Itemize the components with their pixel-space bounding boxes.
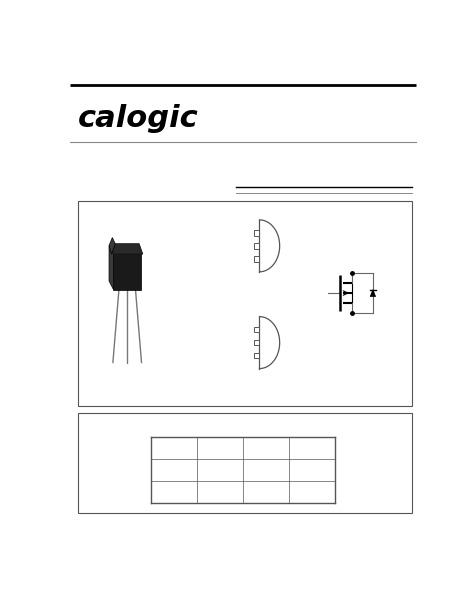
Polygon shape <box>370 289 375 297</box>
Bar <box>254 340 259 346</box>
Bar <box>254 352 259 359</box>
Bar <box>78 201 412 406</box>
Text: calogic: calogic <box>78 104 198 133</box>
Polygon shape <box>111 244 143 254</box>
Bar <box>254 256 259 262</box>
Bar <box>78 413 412 512</box>
Bar <box>254 243 259 249</box>
Polygon shape <box>109 238 115 254</box>
Bar <box>254 230 259 235</box>
Bar <box>254 327 259 332</box>
Polygon shape <box>109 246 113 289</box>
Bar <box>113 254 141 289</box>
